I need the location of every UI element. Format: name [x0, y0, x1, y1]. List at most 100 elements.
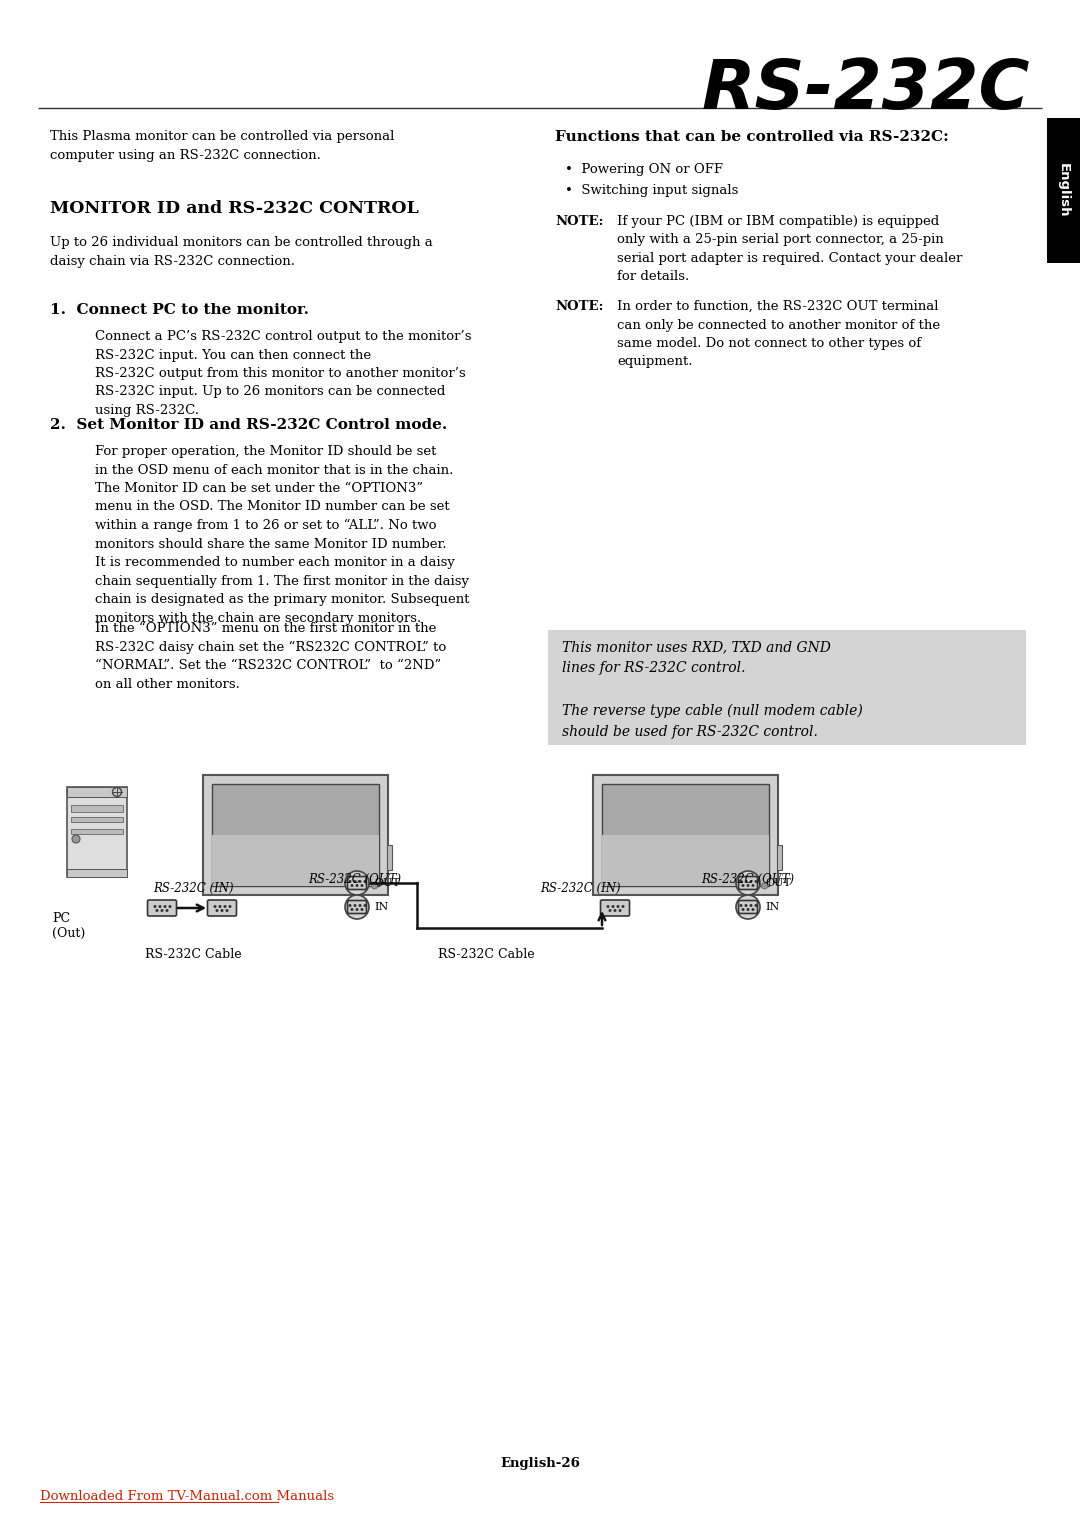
Circle shape: [621, 906, 624, 909]
Text: OUT: OUT: [765, 878, 791, 889]
Bar: [67, 786, 127, 876]
Text: RS-232C (OUT): RS-232C (OUT): [701, 873, 795, 886]
Text: In order to function, the RS-232C OUT terminal
can only be connected to another : In order to function, the RS-232C OUT te…: [617, 299, 940, 368]
FancyBboxPatch shape: [600, 899, 630, 916]
Text: English-26: English-26: [500, 1457, 580, 1469]
Circle shape: [165, 909, 168, 912]
Circle shape: [229, 906, 231, 909]
Bar: [212, 835, 378, 886]
Circle shape: [761, 883, 768, 889]
Text: If your PC (IBM or IBM compatible) is equipped
only with a 25-pin serial port co: If your PC (IBM or IBM compatible) is eq…: [617, 215, 962, 284]
Circle shape: [72, 835, 80, 843]
Text: 1.  Connect PC to the monitor.: 1. Connect PC to the monitor.: [50, 302, 309, 318]
Bar: [71, 817, 123, 822]
Text: In the “OPTION3” menu on the first monitor in the
RS-232C daisy chain set the “R: In the “OPTION3” menu on the first monit…: [95, 621, 446, 690]
Text: •  Powering ON or OFF: • Powering ON or OFF: [565, 163, 723, 176]
Bar: [71, 829, 123, 834]
Circle shape: [611, 906, 615, 909]
FancyBboxPatch shape: [148, 899, 176, 916]
Circle shape: [607, 906, 609, 909]
Bar: [602, 783, 769, 886]
Circle shape: [613, 909, 617, 912]
Bar: [67, 869, 127, 876]
Circle shape: [351, 884, 353, 887]
FancyBboxPatch shape: [348, 876, 366, 890]
Circle shape: [345, 870, 369, 895]
Circle shape: [752, 884, 755, 887]
Circle shape: [345, 895, 369, 919]
Circle shape: [746, 909, 750, 912]
Circle shape: [153, 906, 157, 909]
Circle shape: [755, 904, 757, 907]
Circle shape: [361, 884, 364, 887]
Bar: [593, 776, 778, 895]
Circle shape: [361, 909, 364, 912]
Text: NOTE:: NOTE:: [555, 215, 604, 228]
Text: IN: IN: [374, 902, 388, 912]
Text: MONITOR ID and RS-232C CONTROL: MONITOR ID and RS-232C CONTROL: [50, 200, 419, 217]
Circle shape: [372, 883, 378, 889]
Circle shape: [755, 880, 757, 883]
FancyBboxPatch shape: [207, 899, 237, 916]
Circle shape: [355, 884, 359, 887]
Text: Connect a PC’s RS-232C control output to the monitor’s
RS-232C input. You can th: Connect a PC’s RS-232C control output to…: [95, 330, 472, 417]
Circle shape: [216, 909, 218, 912]
Text: RS-232C: RS-232C: [702, 56, 1030, 124]
Circle shape: [750, 880, 753, 883]
Circle shape: [224, 906, 227, 909]
Circle shape: [740, 880, 743, 883]
Circle shape: [740, 904, 743, 907]
Circle shape: [735, 895, 760, 919]
Bar: [67, 786, 127, 797]
Bar: [777, 844, 782, 870]
Circle shape: [364, 880, 366, 883]
Circle shape: [746, 884, 750, 887]
Text: IN: IN: [765, 902, 780, 912]
Text: Functions that can be controlled via RS-232C:: Functions that can be controlled via RS-…: [555, 130, 948, 144]
Circle shape: [156, 909, 159, 912]
Circle shape: [214, 906, 216, 909]
Text: •  Switching input signals: • Switching input signals: [565, 183, 739, 197]
Text: RS-232C Cable: RS-232C Cable: [145, 948, 241, 960]
Circle shape: [355, 909, 359, 912]
Circle shape: [742, 884, 744, 887]
Circle shape: [353, 880, 356, 883]
Text: RS-232C Cable: RS-232C Cable: [437, 948, 535, 960]
Circle shape: [220, 909, 224, 912]
Text: PC
(Out): PC (Out): [52, 912, 85, 941]
Text: This monitor uses RXD, TXD and GND
lines for RS-232C control.

The reverse type : This monitor uses RXD, TXD and GND lines…: [562, 640, 863, 739]
FancyBboxPatch shape: [739, 901, 757, 913]
Circle shape: [364, 904, 366, 907]
Circle shape: [617, 906, 620, 909]
Circle shape: [359, 880, 362, 883]
Circle shape: [359, 904, 362, 907]
Circle shape: [735, 870, 760, 895]
Circle shape: [218, 906, 221, 909]
Bar: [212, 783, 378, 886]
Circle shape: [742, 909, 744, 912]
Text: RS-232C (IN): RS-232C (IN): [152, 883, 233, 895]
Circle shape: [351, 909, 353, 912]
Circle shape: [349, 880, 351, 883]
Circle shape: [744, 880, 747, 883]
Circle shape: [226, 909, 229, 912]
Circle shape: [744, 904, 747, 907]
Bar: [71, 805, 123, 812]
Circle shape: [750, 904, 753, 907]
Text: RS-232C (IN): RS-232C (IN): [540, 883, 620, 895]
Circle shape: [353, 904, 356, 907]
Bar: [203, 776, 388, 895]
Text: This Plasma monitor can be controlled via personal
computer using an RS-232C con: This Plasma monitor can be controlled vi…: [50, 130, 394, 162]
Bar: [548, 631, 1026, 745]
Bar: [1047, 118, 1080, 263]
Text: English: English: [1057, 163, 1070, 218]
Circle shape: [349, 904, 351, 907]
Text: For proper operation, the Monitor ID should be set
in the OSD menu of each monit: For proper operation, the Monitor ID sho…: [95, 444, 470, 625]
Text: NOTE:: NOTE:: [555, 299, 604, 313]
Circle shape: [752, 909, 755, 912]
Text: Up to 26 individual monitors can be controlled through a
daisy chain via RS-232C: Up to 26 individual monitors can be cont…: [50, 237, 433, 267]
Circle shape: [161, 909, 163, 912]
Circle shape: [619, 909, 621, 912]
Bar: [602, 835, 769, 886]
Bar: [387, 844, 391, 870]
